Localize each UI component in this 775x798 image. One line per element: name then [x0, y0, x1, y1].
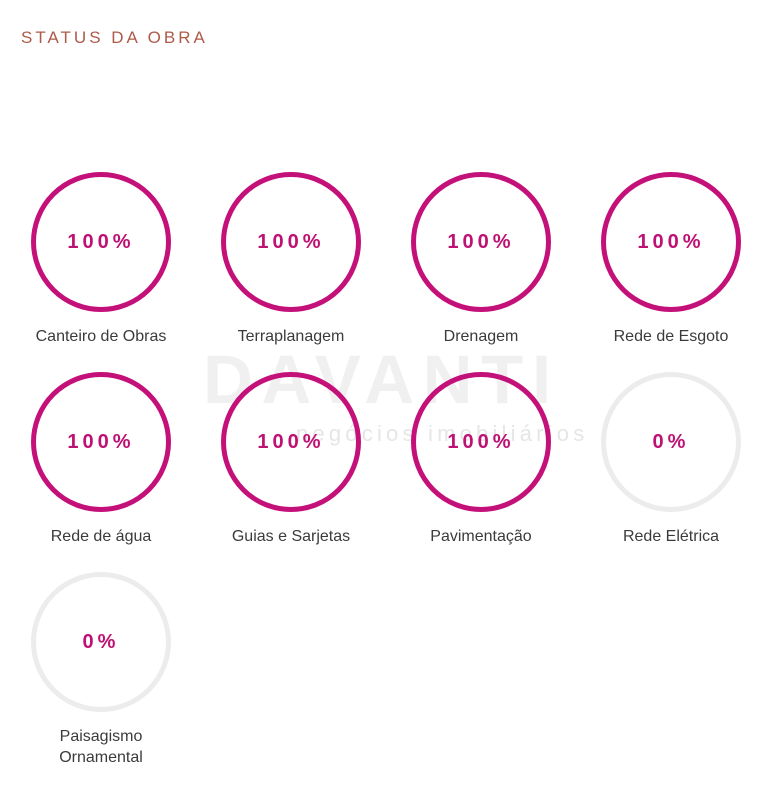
status-label: Rede Elétrica: [622, 528, 720, 545]
page-title: STATUS DA OBRA: [21, 27, 208, 47]
status-label: Rede de água: [50, 528, 152, 545]
progress-value: 100%: [257, 230, 325, 253]
construction-status-grid: 100% Canteiro de Obras 100% Terraplanage…: [6, 172, 768, 772]
progress-ring: 100%: [411, 172, 551, 312]
progress-ring: 100%: [31, 172, 171, 312]
progress-ring: 100%: [221, 172, 361, 312]
status-item-guias-e-sarjetas: 100% Guias e Sarjetas: [196, 372, 386, 572]
status-row-3: 0% Paisagismo Ornamental: [6, 572, 768, 772]
status-label: Pavimentação: [430, 528, 532, 545]
progress-ring: 0%: [601, 372, 741, 512]
status-row-2: 100% Rede de água 100% Guias e Sarjetas …: [6, 372, 768, 572]
status-label: Canteiro de Obras: [35, 328, 167, 345]
status-label: Terraplanagem: [237, 328, 345, 345]
status-row-1: 100% Canteiro de Obras 100% Terraplanage…: [6, 172, 768, 372]
progress-ring: 100%: [221, 372, 361, 512]
progress-value: 100%: [257, 430, 325, 453]
progress-value: 100%: [637, 230, 705, 253]
progress-ring: 100%: [601, 172, 741, 312]
status-item-terraplanagem: 100% Terraplanagem: [196, 172, 386, 372]
status-item-drenagem: 100% Drenagem: [386, 172, 576, 372]
status-item-paisagismo-ornamental: 0% Paisagismo Ornamental: [6, 572, 196, 772]
progress-value: 100%: [447, 230, 515, 253]
progress-value: 0%: [652, 430, 690, 453]
status-label: Drenagem: [443, 328, 519, 345]
progress-value: 0%: [82, 630, 120, 653]
status-item-rede-eletrica: 0% Rede Elétrica: [576, 372, 766, 572]
status-item-pavimentacao: 100% Pavimentação: [386, 372, 576, 572]
progress-ring: 100%: [411, 372, 551, 512]
progress-value: 100%: [67, 230, 135, 253]
status-item-canteiro-de-obras: 100% Canteiro de Obras: [6, 172, 196, 372]
progress-value: 100%: [67, 430, 135, 453]
status-label: Guias e Sarjetas: [231, 528, 351, 545]
progress-value: 100%: [447, 430, 515, 453]
status-item-rede-de-agua: 100% Rede de água: [6, 372, 196, 572]
status-label: Paisagismo Ornamental: [59, 728, 143, 766]
progress-ring: 100%: [31, 372, 171, 512]
progress-ring: 0%: [31, 572, 171, 712]
status-label: Rede de Esgoto: [613, 328, 729, 345]
status-item-rede-de-esgoto: 100% Rede de Esgoto: [576, 172, 766, 372]
